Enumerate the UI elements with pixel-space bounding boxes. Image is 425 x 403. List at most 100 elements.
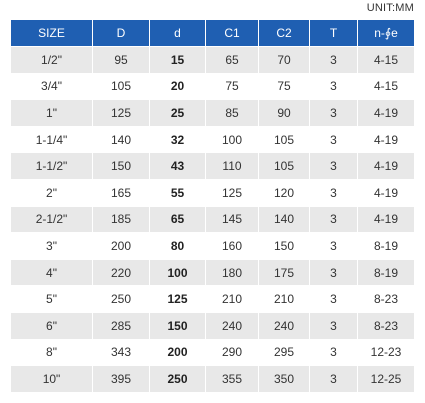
c2-cell: 70 [258,46,310,74]
c1-cell: 145 [205,205,259,234]
bolt-holes-cell: 8-23 [357,285,415,313]
size-cell: 5" [10,285,93,313]
thickness-cell: 3 [309,365,358,393]
inner-diameter-cell: 55 [149,178,206,207]
table-row: 2-1/2" 185 65 145 140 3 4-19 [10,205,415,234]
c1-cell: 75 [205,72,259,101]
thickness-cell: 3 [309,258,358,287]
size-cell: 10" [10,365,93,393]
size-cell: 8" [10,338,93,367]
outer-diameter-cell: 285 [92,311,150,340]
unit-label: UNIT:MM [366,2,414,14]
thickness-cell: 3 [309,232,358,260]
size-cell: 1/2" [10,46,93,74]
size-cell: 1-1/4" [10,125,93,154]
c2-cell: 90 [258,99,310,127]
outer-diameter-cell: 250 [92,285,150,313]
header-outer-diameter: D [92,19,150,47]
thickness-cell: 3 [309,99,358,127]
thickness-cell: 3 [309,285,358,313]
thickness-cell: 3 [309,152,358,180]
inner-diameter-cell: 65 [149,205,206,234]
c2-cell: 120 [258,178,310,207]
c2-cell: 295 [258,338,310,367]
bolt-holes-cell: 8-19 [357,232,415,260]
size-cell: 1-1/2" [10,152,93,180]
inner-diameter-cell: 250 [149,365,206,393]
inner-diameter-cell: 20 [149,72,206,101]
c1-cell: 100 [205,125,259,154]
c1-cell: 160 [205,232,259,260]
table-row: 3/4" 105 20 75 75 3 4-15 [10,72,415,101]
c1-cell: 65 [205,46,259,74]
inner-diameter-cell: 32 [149,125,206,154]
bolt-holes-cell: 4-19 [357,178,415,207]
bolt-holes-cell: 12-23 [357,338,415,367]
header-c1: C1 [205,19,259,47]
bolt-holes-cell: 4-19 [357,152,415,180]
header-thickness: T [309,19,358,47]
header-c2: C2 [258,19,310,47]
c2-cell: 105 [258,152,310,180]
flange-spec-table: SIZE D d C1 C2 T n-∮e 1/2" 95 15 65 70 3 4-15 3… [10,19,415,393]
c1-cell: 210 [205,285,259,313]
table-row: 4" 220 100 180 175 3 8-19 [10,258,415,287]
header-row: SIZE D d C1 C2 T n-∮e [10,19,415,47]
size-cell: 1" [10,99,93,127]
inner-diameter-cell: 200 [149,338,206,367]
outer-diameter-cell: 165 [92,178,150,207]
outer-diameter-cell: 200 [92,232,150,260]
size-cell: 3" [10,232,93,260]
c1-cell: 125 [205,178,259,207]
thickness-cell: 3 [309,46,358,74]
table-row: 6" 285 150 240 240 3 8-23 [10,311,415,340]
thickness-cell: 3 [309,311,358,340]
size-cell: 6" [10,311,93,340]
outer-diameter-cell: 95 [92,46,150,74]
header-size: SIZE [10,19,93,47]
c1-cell: 110 [205,152,259,180]
thickness-cell: 3 [309,178,358,207]
inner-diameter-cell: 25 [149,99,206,127]
bolt-holes-cell: 4-19 [357,99,415,127]
header-bolt-holes: n-∮e [357,19,415,47]
c2-cell: 240 [258,311,310,340]
c2-cell: 175 [258,258,310,287]
thickness-cell: 3 [309,205,358,234]
table-row: 3" 200 80 160 150 3 8-19 [10,232,415,260]
bolt-holes-cell: 4-15 [357,72,415,101]
outer-diameter-cell: 140 [92,125,150,154]
table-row: 1" 125 25 85 90 3 4-19 [10,99,415,127]
size-cell: 2" [10,178,93,207]
c2-cell: 350 [258,365,310,393]
table-row: 1/2" 95 15 65 70 3 4-15 [10,46,415,74]
outer-diameter-cell: 343 [92,338,150,367]
bolt-holes-cell: 4-19 [357,205,415,234]
bolt-holes-cell: 12-25 [357,365,415,393]
inner-diameter-cell: 100 [149,258,206,287]
table-body: 1/2" 95 15 65 70 3 4-15 3/4" 105 20 75 75 3 4-15 1" 125… [10,46,415,393]
thickness-cell: 3 [309,338,358,367]
table-header: SIZE D d C1 C2 T n-∮e [10,19,415,47]
c1-cell: 290 [205,338,259,367]
c2-cell: 105 [258,125,310,154]
table-row: 10" 395 250 355 350 3 12-25 [10,365,415,393]
outer-diameter-cell: 395 [92,365,150,393]
inner-diameter-cell: 43 [149,152,206,180]
inner-diameter-cell: 150 [149,311,206,340]
inner-diameter-cell: 80 [149,232,206,260]
c1-cell: 180 [205,258,259,287]
outer-diameter-cell: 105 [92,72,150,101]
inner-diameter-cell: 15 [149,46,206,74]
bolt-holes-cell: 8-23 [357,311,415,340]
thickness-cell: 3 [309,72,358,101]
thickness-cell: 3 [309,125,358,154]
size-cell: 2-1/2" [10,205,93,234]
c1-cell: 240 [205,311,259,340]
c2-cell: 140 [258,205,310,234]
table-row: 1-1/2" 150 43 110 105 3 4-19 [10,152,415,180]
table-row: 1-1/4" 140 32 100 105 3 4-19 [10,125,415,154]
table-row: 2" 165 55 125 120 3 4-19 [10,178,415,207]
c1-cell: 355 [205,365,259,393]
